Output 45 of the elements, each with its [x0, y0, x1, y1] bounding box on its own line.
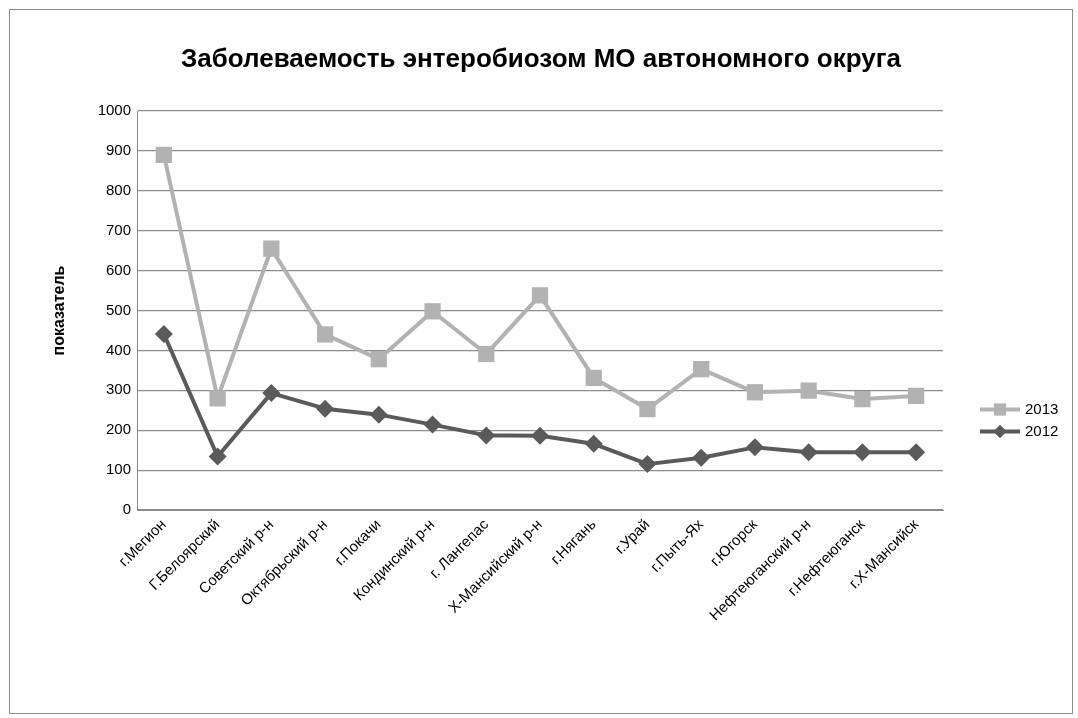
y-axis-title: показатель [50, 265, 68, 356]
y-tick-label: 0 [122, 500, 131, 518]
point [907, 443, 926, 462]
point [746, 384, 764, 401]
point [477, 426, 496, 445]
y-tick-label: 700 [105, 220, 131, 238]
y-tick-label: 500 [105, 300, 131, 318]
point [531, 287, 549, 304]
point [316, 326, 334, 343]
point [531, 426, 549, 445]
legend-label: 2012 [1025, 421, 1059, 439]
point [693, 361, 710, 378]
point [585, 369, 602, 387]
point [639, 400, 656, 418]
point [584, 434, 603, 453]
point [854, 390, 871, 408]
legend-label: 2013 [1025, 399, 1059, 417]
point [316, 399, 335, 418]
point [638, 455, 657, 474]
point [423, 415, 442, 434]
point [263, 240, 280, 257]
y-tick-label: 600 [105, 260, 131, 278]
point [799, 443, 818, 462]
point [208, 447, 227, 466]
point [853, 443, 872, 462]
point [745, 438, 764, 457]
point [262, 384, 281, 403]
point [692, 448, 711, 467]
y-tick-label: 900 [105, 141, 131, 159]
point [155, 146, 172, 164]
point [154, 325, 173, 344]
point [800, 382, 817, 399]
point [424, 303, 441, 320]
y-tick-label: 100 [105, 460, 131, 478]
y-tick-label: 200 [105, 420, 131, 438]
point [209, 390, 226, 407]
y-tick-label: 400 [105, 340, 131, 358]
y-tick-label: 800 [105, 180, 131, 198]
point [908, 387, 925, 405]
point [370, 351, 387, 368]
point [369, 405, 388, 424]
point [478, 345, 495, 363]
chart-title: Заболеваемость энтеробиозом МО автономного округа [180, 42, 902, 74]
y-tick-label: 1000 [97, 101, 131, 119]
y-tick-label: 300 [105, 380, 131, 398]
